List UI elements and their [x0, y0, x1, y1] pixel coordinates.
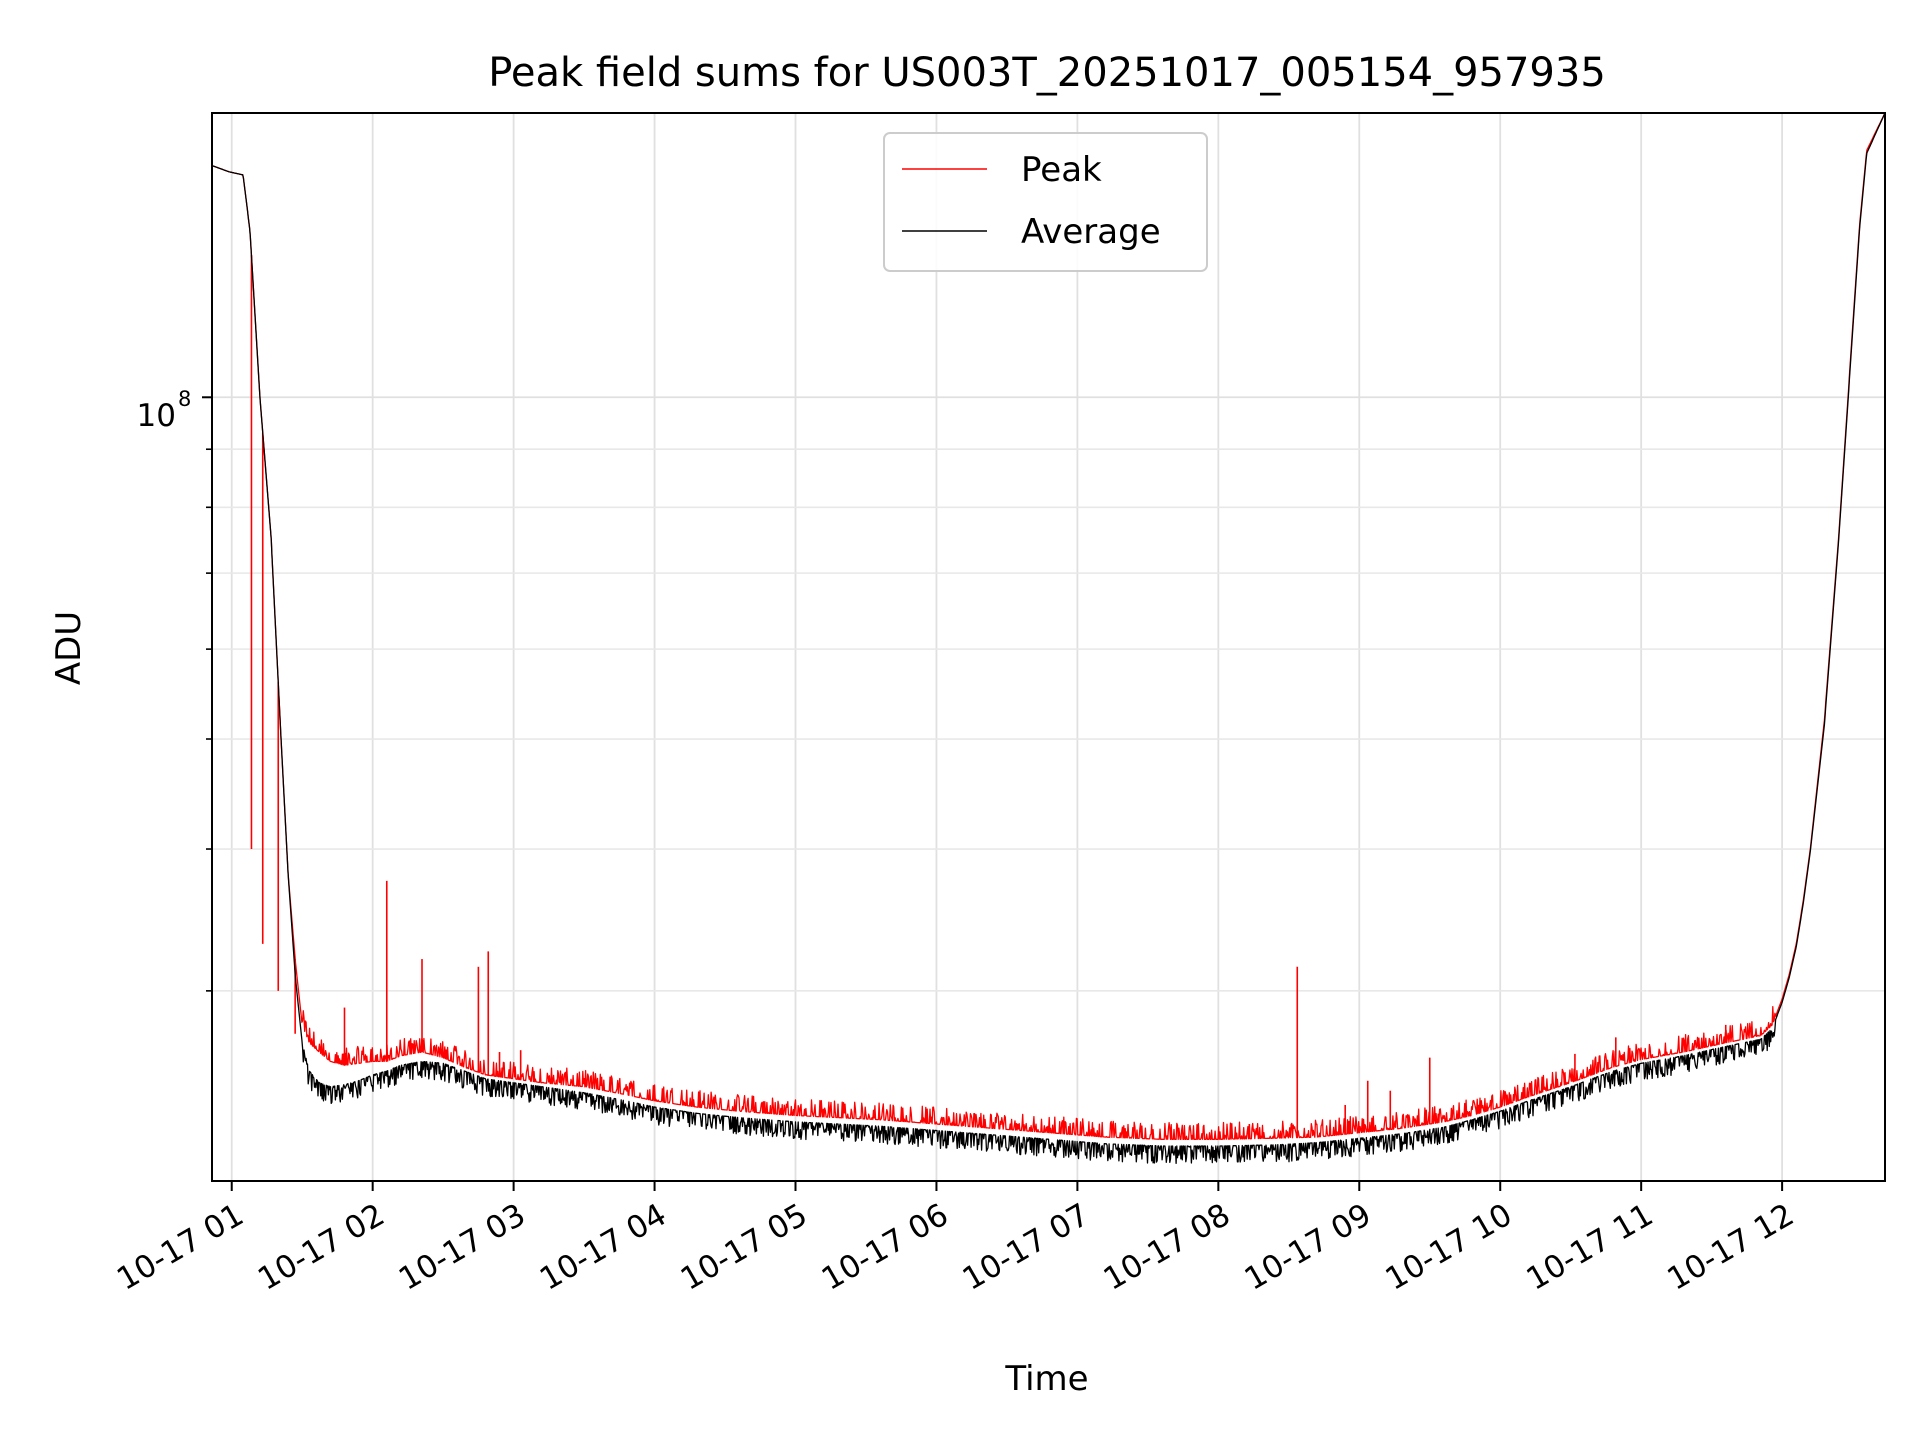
- y-tick-label-1e8: 10 8: [137, 387, 192, 434]
- legend-box: [883, 132, 1208, 272]
- legend: Peak Average: [883, 132, 1208, 272]
- series-clip-group: [212, 113, 1885, 1165]
- grid-layer: [212, 113, 1885, 1181]
- axes-frame: [211, 112, 1886, 1182]
- plot-area: [212, 113, 1885, 1181]
- series-line-peak: [212, 113, 1885, 1140]
- legend-label-average: Average: [1021, 212, 1161, 252]
- y-tick-label-exponent: 8: [178, 387, 191, 411]
- y-axis-label: ADU: [49, 611, 89, 685]
- series-line-average: [212, 113, 1885, 1165]
- x-axis-label: Time: [1004, 1359, 1088, 1399]
- y-tick-label-base: 10: [137, 398, 176, 434]
- series-layer: [212, 113, 1885, 1165]
- legend-label-peak: Peak: [1021, 150, 1102, 190]
- chart-title: Peak field sums for US003T_20251017_0051…: [488, 50, 1606, 96]
